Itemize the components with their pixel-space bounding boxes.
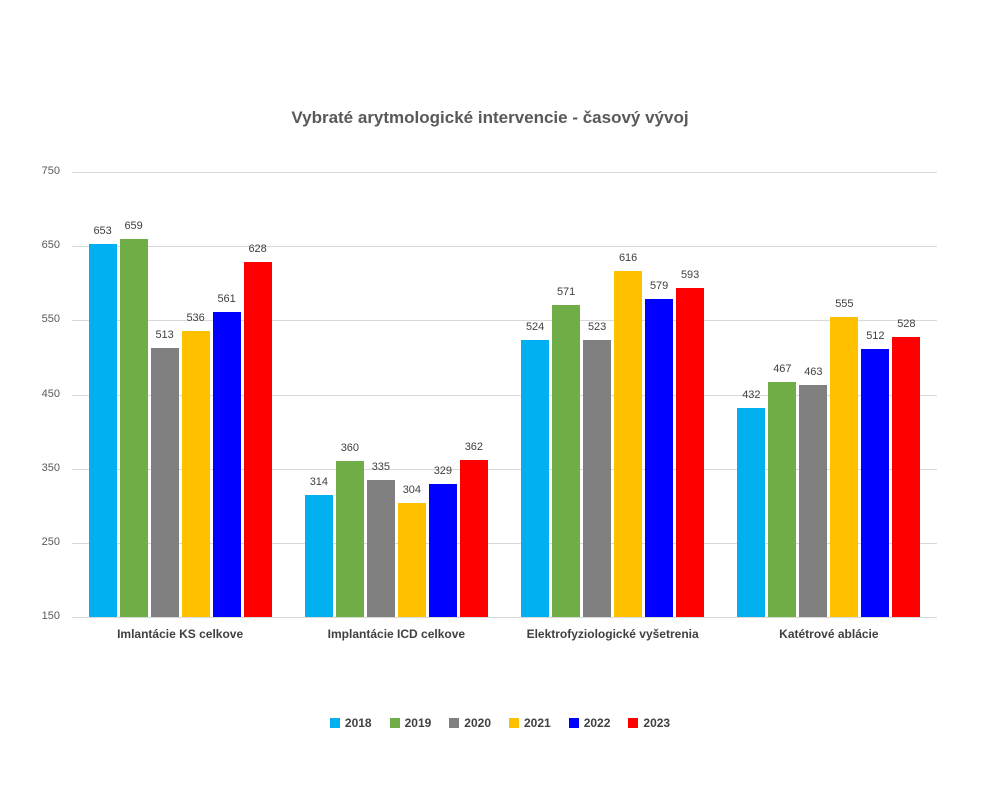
gridline-350 bbox=[72, 468, 937, 470]
data-label: 579 bbox=[649, 279, 669, 292]
bar-2022-category-3 bbox=[645, 298, 674, 617]
legend-label: 2021 bbox=[524, 716, 551, 730]
data-label: 432 bbox=[742, 388, 761, 401]
y-axis-tick-label: 350 bbox=[41, 461, 60, 474]
bar-2021-category-4 bbox=[830, 316, 859, 617]
legend-item-2023: 2023 bbox=[628, 716, 670, 730]
bar-2020-category-1 bbox=[150, 347, 179, 617]
gridline-150 bbox=[72, 617, 937, 618]
data-label: 528 bbox=[897, 317, 916, 330]
gridline-750 bbox=[72, 172, 937, 173]
category-label: Imlantácie KS celkove bbox=[117, 627, 244, 641]
legend: 2018 2019 2020 2021 2022 2023 bbox=[0, 716, 1000, 730]
legend-swatch-icon bbox=[628, 718, 639, 728]
bar-2023-category-3 bbox=[676, 288, 705, 617]
category-label: Implantácie ICD celkove bbox=[327, 627, 466, 641]
legend-label: 2020 bbox=[464, 716, 491, 730]
chart-title: Vybraté arytmologické intervencie - časo… bbox=[291, 108, 689, 127]
data-label: 653 bbox=[93, 224, 112, 237]
legend-item-2020: 2020 bbox=[449, 716, 491, 730]
data-label: 513 bbox=[155, 328, 174, 341]
legend-swatch-icon bbox=[449, 718, 460, 728]
legend-item-2021: 2021 bbox=[509, 716, 551, 730]
y-axis-tick-label: 550 bbox=[41, 313, 60, 326]
data-label: 314 bbox=[309, 476, 329, 489]
bar-2020-category-4 bbox=[799, 384, 828, 617]
gridline-450 bbox=[72, 394, 937, 396]
legend-item-2019: 2019 bbox=[389, 716, 432, 730]
gridline-550 bbox=[72, 320, 937, 322]
legend-label: 2019 bbox=[404, 716, 432, 730]
data-label: 536 bbox=[186, 311, 205, 324]
bar-2021-category-2 bbox=[397, 502, 426, 617]
category-label: Katétrové ablácie bbox=[779, 627, 879, 641]
category-label: Elektrofyziologické vyšetrenia bbox=[526, 627, 699, 641]
bar-2018-category-4 bbox=[737, 407, 766, 617]
data-label: 616 bbox=[618, 252, 638, 265]
legend-label: 2022 bbox=[583, 716, 611, 730]
legend-label: 2018 bbox=[344, 716, 372, 730]
bar-2018-category-3 bbox=[521, 339, 550, 617]
data-label: 304 bbox=[402, 483, 422, 496]
y-axis-tick-label: 650 bbox=[41, 239, 60, 252]
y-axis-tick-label: 250 bbox=[41, 535, 60, 548]
gridline-250 bbox=[72, 542, 937, 544]
data-label: 555 bbox=[835, 297, 854, 310]
data-label: 329 bbox=[433, 465, 453, 478]
data-label: 571 bbox=[556, 285, 576, 298]
bar-2023-category-4 bbox=[892, 336, 921, 617]
bar-2019-category-3 bbox=[552, 304, 581, 617]
data-label: 512 bbox=[866, 329, 885, 342]
legend-swatch-icon bbox=[329, 718, 340, 728]
data-label: 659 bbox=[124, 220, 143, 233]
gridline-650 bbox=[72, 246, 937, 248]
bar-2022-category-2 bbox=[428, 484, 457, 617]
data-label: 523 bbox=[587, 321, 607, 334]
bar-2021-category-1 bbox=[181, 330, 210, 617]
bar-2020-category-2 bbox=[366, 479, 395, 617]
data-label: 628 bbox=[248, 243, 267, 256]
bar-2019-category-1 bbox=[119, 239, 148, 617]
legend-swatch-icon bbox=[389, 718, 400, 728]
legend-label: 2023 bbox=[643, 716, 671, 730]
y-axis-tick-label: 450 bbox=[41, 387, 60, 400]
data-label: 335 bbox=[371, 460, 391, 473]
bar-2023-category-1 bbox=[243, 262, 272, 617]
bar-2022-category-1 bbox=[212, 312, 241, 617]
data-label: 463 bbox=[804, 365, 823, 378]
data-label: 524 bbox=[525, 320, 545, 333]
y-axis-tick-label: 150 bbox=[41, 610, 60, 622]
data-label: 360 bbox=[340, 442, 360, 455]
bar-2018-category-1 bbox=[88, 243, 117, 617]
bar-2020-category-3 bbox=[583, 340, 612, 617]
legend-swatch-icon bbox=[568, 718, 579, 728]
bar-2019-category-4 bbox=[768, 381, 797, 617]
data-label: 362 bbox=[464, 440, 484, 453]
bar-2021-category-3 bbox=[614, 271, 643, 617]
y-axis-tick-label: 750 bbox=[41, 165, 60, 177]
bar-2019-category-2 bbox=[335, 461, 364, 617]
bar-2023-category-2 bbox=[459, 459, 488, 617]
data-label: 467 bbox=[773, 362, 792, 375]
legend-item-2022: 2022 bbox=[568, 716, 611, 730]
data-label: 561 bbox=[217, 293, 236, 306]
data-label: 593 bbox=[680, 269, 700, 282]
bar-2022-category-4 bbox=[861, 348, 890, 617]
bar-2018-category-2 bbox=[304, 495, 333, 617]
legend-swatch-icon bbox=[509, 718, 519, 728]
legend-item-2018: 2018 bbox=[329, 716, 372, 730]
